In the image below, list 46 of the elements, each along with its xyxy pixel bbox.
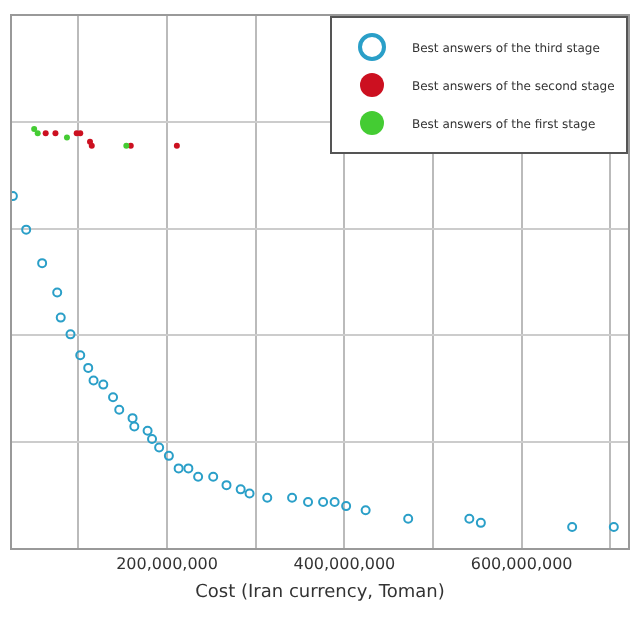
- x-tick-label: 600,000,000: [470, 555, 573, 574]
- point: [154, 442, 165, 453]
- point: [55, 312, 66, 323]
- point: [129, 421, 140, 432]
- point: [75, 350, 86, 361]
- point: [608, 522, 619, 533]
- point: [183, 463, 194, 474]
- x-tick-label: 200,000,000: [116, 555, 219, 574]
- point: [52, 130, 59, 137]
- point: [208, 471, 219, 482]
- point: [329, 496, 340, 507]
- point: [303, 496, 314, 507]
- point: [318, 496, 329, 507]
- point: [221, 480, 232, 491]
- x-tick-label: 400,000,000: [293, 555, 396, 574]
- point: [98, 379, 109, 390]
- point: [262, 492, 273, 503]
- point: [108, 392, 119, 403]
- point: [287, 492, 298, 503]
- point: [360, 505, 371, 516]
- point: [63, 134, 70, 141]
- point: [142, 425, 153, 436]
- point: [173, 463, 184, 474]
- point: [83, 362, 94, 373]
- point: [235, 484, 246, 495]
- point: [52, 287, 63, 298]
- point: [88, 375, 99, 386]
- point: [341, 501, 352, 512]
- point: [244, 488, 255, 499]
- point: [193, 471, 204, 482]
- point: [114, 404, 125, 415]
- point: [21, 224, 32, 235]
- point: [147, 434, 158, 445]
- point: [42, 130, 49, 137]
- point: [34, 130, 41, 137]
- point: [37, 258, 48, 269]
- point: [65, 329, 76, 340]
- point: [173, 142, 180, 149]
- point: [475, 517, 486, 528]
- point: [31, 126, 38, 133]
- point: [163, 450, 174, 461]
- point: [464, 513, 475, 524]
- x-axis-title: Cost (Iran currency, Toman): [195, 582, 445, 603]
- point: [403, 513, 414, 524]
- point: [567, 522, 578, 533]
- point: [127, 413, 138, 424]
